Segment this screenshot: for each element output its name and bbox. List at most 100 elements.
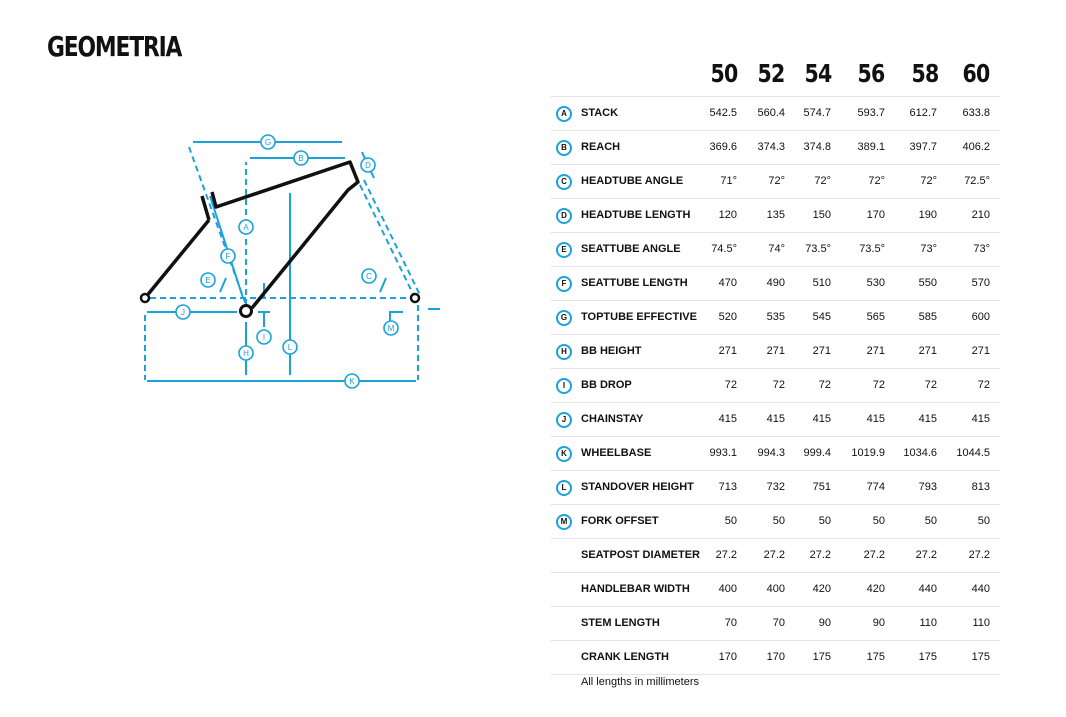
dimension-value: 271 — [766, 345, 785, 357]
dimension-value: 72 — [872, 379, 885, 391]
dimension-name: STACK — [581, 107, 619, 119]
dimension-value: 550 — [918, 277, 937, 289]
svg-text:M: M — [388, 324, 395, 333]
table-row: J CHAINSTAY 415 415 415 415 415 415 — [551, 403, 1000, 437]
table-row: D HEADTUBE LENGTH 120 135 150 170 190 210 — [551, 199, 1000, 233]
dimension-value: 175 — [866, 651, 885, 663]
rear-axle — [139, 292, 151, 304]
svg-text:F: F — [226, 252, 231, 261]
svg-text:B: B — [298, 154, 303, 163]
size-header: 58 — [911, 59, 940, 88]
dimension-value: 120 — [718, 209, 737, 221]
dimension-value: 415 — [971, 413, 990, 425]
dimension-value: 27.2 — [809, 549, 831, 561]
table-row: K WHEELBASE 993.1 994.3 999.4 1019.9 1034.6 104… — [551, 437, 1000, 471]
dimension-value: 210 — [971, 209, 990, 221]
dimension-value: 74.5° — [711, 243, 737, 255]
svg-text:J: J — [181, 308, 185, 317]
dimension-value: 271 — [918, 345, 937, 357]
dimension-name: SEATTUBE LENGTH — [581, 277, 688, 289]
dimension-value: 600 — [971, 311, 990, 323]
dimension-value: 72 — [977, 379, 990, 391]
size-header-row: 50 52 54 56 58 60 — [551, 56, 1000, 97]
dimension-label: D — [360, 157, 376, 173]
dimension-label: K — [344, 373, 360, 389]
units-note: All lengths in millimeters — [581, 676, 699, 688]
table-row: HANDLEBAR WIDTH 400 400 420 420 440 440 — [551, 573, 1000, 607]
dimension-value: 73° — [973, 243, 990, 255]
dimension-name: BB DROP — [581, 379, 632, 391]
dimension-value: 570 — [971, 277, 990, 289]
dimension-value: 72 — [724, 379, 737, 391]
dimension-value: 732 — [766, 481, 785, 493]
dimension-label: J — [175, 304, 191, 320]
dimension-label: B — [293, 150, 309, 166]
table-row: SEATPOST DIAMETER 27.2 27.2 27.2 27.2 27.2 27.… — [551, 539, 1000, 573]
dimension-value: 72° — [868, 175, 885, 187]
dimension-name: HEADTUBE LENGTH — [581, 209, 691, 221]
size-header: 60 — [962, 59, 991, 88]
dimension-value: 70 — [772, 617, 785, 629]
dimension-value: 420 — [812, 583, 831, 595]
dimension-value: 110 — [972, 617, 990, 629]
dimension-value: 27.2 — [968, 549, 990, 561]
dimension-value: 510 — [812, 277, 831, 289]
dimension-badge: H — [556, 344, 572, 360]
dimension-value: 90 — [818, 617, 831, 629]
dimension-value: 565 — [866, 311, 885, 323]
dimension-label: A — [238, 219, 254, 235]
dimension-value: 415 — [918, 413, 937, 425]
dimension-value: 271 — [718, 345, 737, 357]
dimension-badge: I — [556, 378, 572, 394]
table-row: E SEATTUBE ANGLE 74.5° 74° 73.5° 73.5° 73° 73° — [551, 233, 1000, 267]
dimension-value: 774 — [866, 481, 885, 493]
dimension-value: 994.3 — [757, 447, 785, 459]
dimension-value: 369.6 — [709, 141, 737, 153]
dimension-value: 50 — [724, 515, 737, 527]
dimension-value: 72 — [818, 379, 831, 391]
dimension-value: 175 — [812, 651, 831, 663]
dimension-name: HANDLEBAR WIDTH — [581, 583, 690, 595]
front-axle — [409, 292, 421, 304]
dimension-badge: B — [556, 140, 572, 156]
table-row: I BB DROP 72 72 72 72 72 72 — [551, 369, 1000, 403]
dimension-value: 73° — [920, 243, 937, 255]
dimension-value: 993.1 — [709, 447, 737, 459]
table-row: F SEATTUBE LENGTH 470 490 510 530 550 570 — [551, 267, 1000, 301]
dimension-value: 175 — [971, 651, 990, 663]
dimension-badge: J — [556, 412, 572, 428]
dimension-value: 593.7 — [857, 107, 885, 119]
dimension-name: CHAINSTAY — [581, 413, 644, 425]
dimension-badge: G — [556, 310, 572, 326]
svg-text:K: K — [349, 377, 355, 386]
dimension-value: 389.1 — [857, 141, 885, 153]
dimension-label: G — [260, 134, 276, 150]
dimension-value: 50 — [772, 515, 785, 527]
dimension-value: 72.5° — [964, 175, 990, 187]
dimension-value: 27.2 — [863, 549, 885, 561]
geometry-table: 50 52 54 56 58 60 A STACK 542.5 560.4 574.7 593.7 6… — [551, 56, 1000, 675]
dimension-value: 50 — [818, 515, 831, 527]
dimension-value: 400 — [718, 583, 737, 595]
svg-text:I: I — [263, 333, 265, 342]
dimension-value: 374.8 — [803, 141, 831, 153]
svg-text:L: L — [288, 343, 293, 352]
svg-text:G: G — [265, 138, 271, 147]
dimension-badge: L — [556, 480, 572, 496]
dimension-value: 574.7 — [803, 107, 831, 119]
dimension-value: 70 — [724, 617, 737, 629]
bike-frame — [143, 160, 360, 310]
dimension-value: 542.5 — [709, 107, 737, 119]
dimension-value: 72° — [814, 175, 831, 187]
dimension-value: 175 — [918, 651, 937, 663]
dimension-value: 490 — [766, 277, 785, 289]
table-row: C HEADTUBE ANGLE 71° 72° 72° 72° 72° 72.5° — [551, 165, 1000, 199]
dimension-value: 406.2 — [962, 141, 990, 153]
dimension-value: 545 — [812, 311, 831, 323]
dimension-value: 190 — [918, 209, 937, 221]
dimension-value: 470 — [718, 277, 737, 289]
dimension-name: STEM LENGTH — [581, 617, 660, 629]
dimension-name: FORK OFFSET — [581, 515, 659, 527]
dimension-value: 793 — [918, 481, 937, 493]
dimension-label: F — [220, 248, 236, 264]
